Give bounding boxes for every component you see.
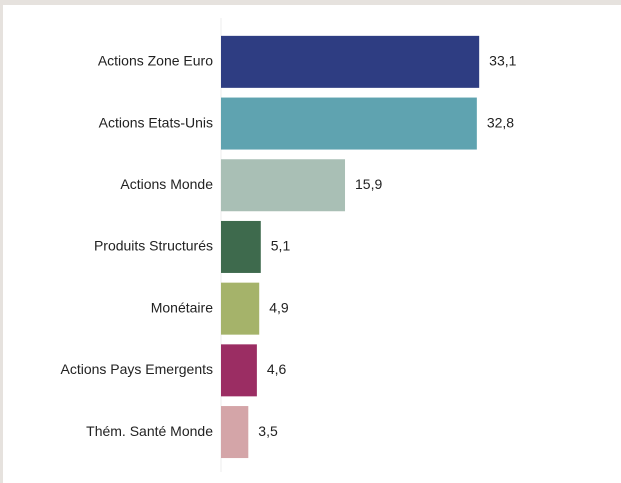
value-label: 32,8 <box>487 114 514 130</box>
value-label: 15,9 <box>355 176 382 192</box>
bar <box>221 35 480 88</box>
y-tick-label: Thém. Santé Monde <box>86 423 213 439</box>
bar <box>221 344 257 397</box>
bar <box>221 220 261 273</box>
y-tick-label: Actions Etats-Unis <box>99 114 213 130</box>
value-label: 4,9 <box>269 299 289 315</box>
y-tick-label: Actions Monde <box>120 176 213 192</box>
value-label: 33,1 <box>489 53 516 69</box>
value-label: 3,5 <box>258 423 278 439</box>
value-label: 4,6 <box>267 361 287 377</box>
y-tick-label: Actions Pays Emergents <box>60 361 213 377</box>
bar <box>221 97 477 150</box>
bar <box>221 159 346 212</box>
y-tick-label: Monétaire <box>151 299 213 315</box>
bar <box>221 406 249 459</box>
y-tick-label: Actions Zone Euro <box>98 53 213 69</box>
y-tick-label: Produits Structurés <box>94 238 213 254</box>
value-label: 5,1 <box>271 238 291 254</box>
bar <box>221 282 260 335</box>
